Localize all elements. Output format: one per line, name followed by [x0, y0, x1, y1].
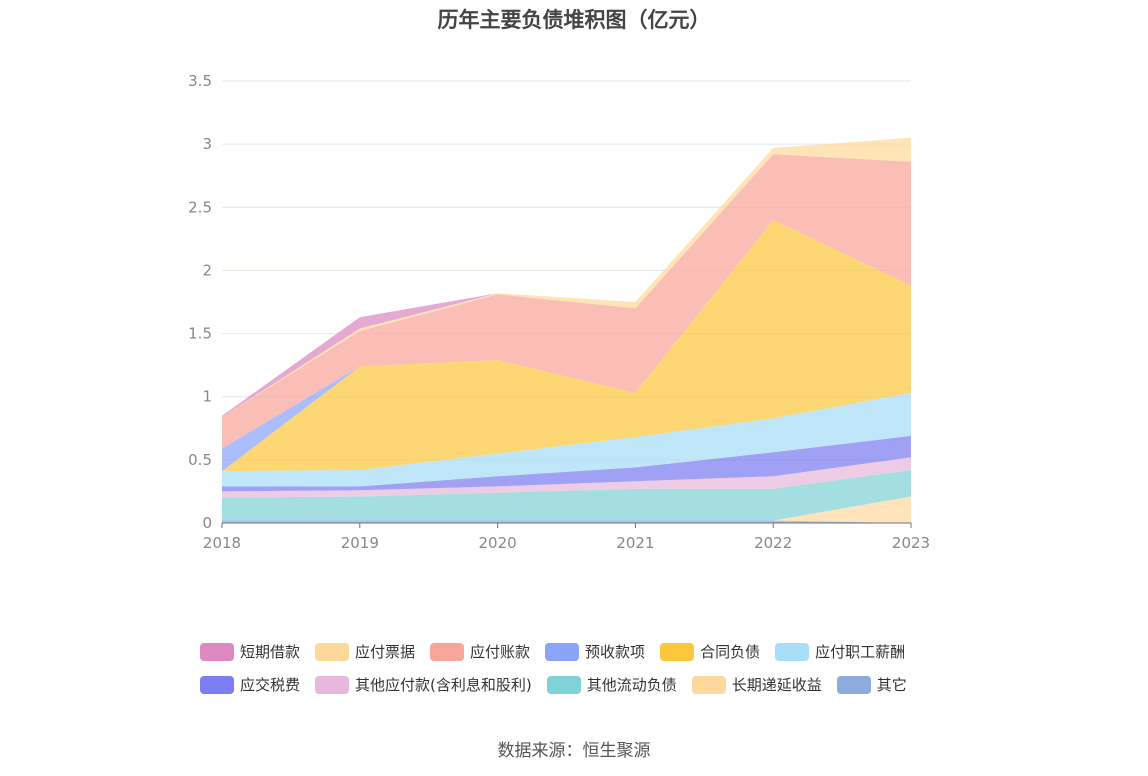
y-tick-label: 2.5 — [188, 198, 212, 216]
area-series-其他应付款(含利息和股利) — [222, 457, 911, 498]
legend-swatch — [200, 642, 234, 661]
legend-swatch — [660, 642, 695, 661]
stacked-area-chart: 0 0.5 1 1.5 2 2.5 3 3.5 2018 2019 2020 2021 2022 2023 — [188, 72, 930, 552]
x-tick-label: 2020 — [479, 534, 517, 552]
x-tick-label: 2018 — [203, 534, 241, 552]
legend-item[interactable]: 其它 — [836, 674, 907, 695]
legend-label: 其它 — [876, 676, 907, 694]
x-tick-label: 2019 — [341, 534, 379, 552]
legend-label: 应付账款 — [470, 643, 531, 661]
legend-swatch — [430, 642, 465, 661]
legend-label: 应交税费 — [240, 676, 301, 694]
legend-item[interactable]: 合同负债 — [660, 641, 760, 662]
y-tick-label: 1.5 — [188, 325, 212, 343]
legend-label: 应付职工薪酬 — [815, 643, 906, 661]
legend-row-1: 短期借款 应付票据 应付账款 预收款项 合同负债 应付职工薪酬 — [200, 641, 920, 662]
x-tick-label: 2023 — [892, 534, 930, 552]
legend-swatch — [546, 675, 581, 694]
legend-label: 短期借款 — [240, 643, 301, 661]
area-series-应付职工薪酬 — [222, 392, 911, 487]
legend-item[interactable]: 长期递延收益 — [691, 674, 822, 695]
legend-item[interactable]: 其他应付款(含利息和股利) — [315, 674, 532, 695]
x-tick-label: 2022 — [754, 534, 792, 552]
legend-row-2: 应交税费 其他应付款(含利息和股利) 其他流动负债 长期递延收益 其它 — [200, 674, 922, 695]
legend-swatch — [775, 642, 810, 661]
y-tick-label: 3 — [202, 135, 212, 153]
legend-label: 长期递延收益 — [731, 676, 822, 694]
legend-item[interactable]: 预收款项 — [545, 641, 645, 662]
x-tick-label: 2021 — [616, 534, 654, 552]
legend-swatch — [315, 642, 350, 661]
legend-item[interactable]: 应交税费 — [200, 674, 300, 695]
legend-item[interactable]: 应付票据 — [315, 641, 415, 662]
area-series-应付账款 — [222, 154, 911, 449]
legend-label: 应付票据 — [355, 643, 416, 661]
legend-label: 合同负债 — [700, 643, 761, 661]
legend-label: 其他流动负债 — [586, 676, 677, 694]
area-series-长期递延收益 — [222, 496, 911, 523]
legend-label: 预收款项 — [585, 643, 646, 661]
chart-title: 历年主要负债堆积图（亿元） — [437, 8, 711, 32]
legend-swatch — [315, 675, 350, 694]
legend-swatch — [545, 642, 580, 661]
legend-swatch — [200, 675, 234, 694]
legend-item[interactable]: 短期借款 — [200, 641, 300, 662]
area-series-其他流动负债 — [222, 470, 911, 521]
legend-swatch — [691, 675, 726, 694]
series-areas — [222, 137, 911, 523]
legend-item[interactable]: 应付账款 — [430, 641, 530, 662]
axes: 0 0.5 1 1.5 2 2.5 3 3.5 2018 2019 2020 2021 2022 2023 — [188, 72, 930, 552]
legend-item[interactable]: 其他流动负债 — [546, 674, 677, 695]
y-tick-label: 2 — [202, 261, 212, 279]
y-tick-label: 0.5 — [188, 451, 212, 469]
legend-item[interactable]: 应付职工薪酬 — [775, 641, 905, 662]
y-tick-label: 0 — [202, 514, 212, 532]
legend-label: 其他应付款(含利息和股利) — [355, 676, 532, 694]
area-series-合同负债 — [222, 219, 911, 472]
y-tick-label: 3.5 — [188, 72, 212, 90]
area-series-应交税费 — [222, 435, 911, 492]
area-series-其它 — [222, 520, 911, 523]
source-note: 数据来源：恒生聚源 — [497, 741, 651, 761]
y-tick-label: 1 — [202, 388, 212, 406]
legend-swatch — [836, 675, 871, 694]
